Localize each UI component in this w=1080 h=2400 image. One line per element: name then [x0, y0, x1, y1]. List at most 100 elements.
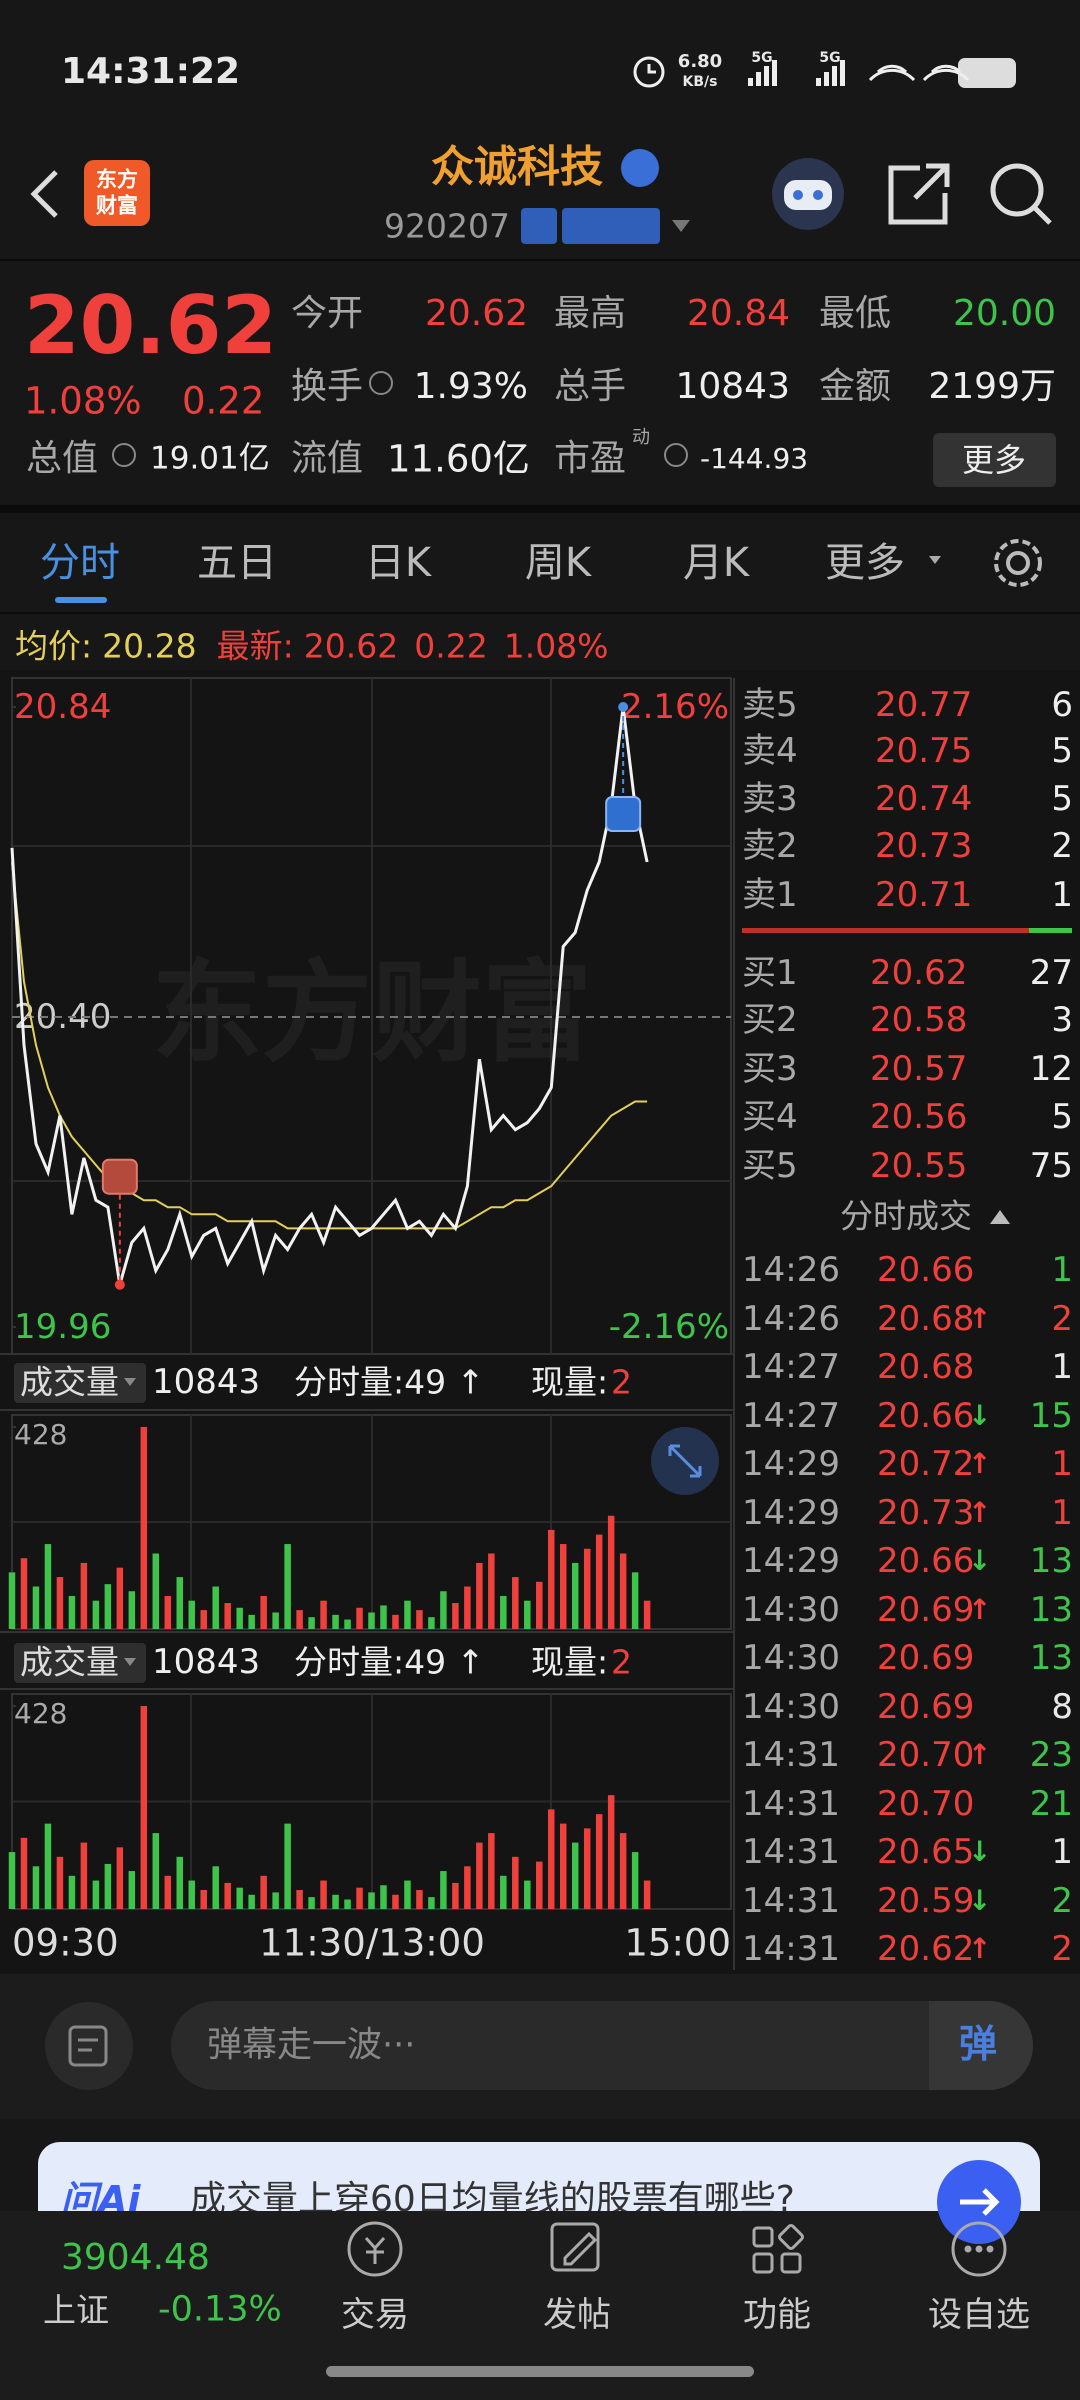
sell-marker: [605, 796, 642, 832]
volume-bar: [524, 1600, 531, 1629]
tab[interactable]: 月K: [682, 540, 750, 586]
trade-quantity: 13: [1029, 1541, 1073, 1581]
volume-bar: [80, 1562, 88, 1629]
volume-bar: [236, 1887, 243, 1909]
volume-selector[interactable]: 成交量: [20, 1642, 119, 1682]
volume-bar: [344, 1619, 351, 1629]
volume-bar: [356, 1607, 363, 1629]
nav-item[interactable]: 设自选: [928, 2295, 1030, 2335]
selector-caret: [124, 1378, 136, 1386]
trade-time: 14:31: [742, 1832, 840, 1872]
volume-bar: [308, 1617, 315, 1629]
volume-bar: [116, 1567, 124, 1629]
trade-time: 14:29: [742, 1444, 840, 1484]
more-dropdown[interactable]: [929, 556, 941, 564]
nav-item[interactable]: 发帖: [543, 2295, 611, 2335]
volume-selector[interactable]: 成交量: [20, 1362, 119, 1402]
comment-settings-icon[interactable]: [45, 2002, 133, 2090]
volume-bar: [104, 1863, 112, 1909]
volume-bar: [380, 1605, 387, 1629]
comment-input[interactable]: [171, 2001, 1033, 2090]
danmu-button[interactable]: 弹: [958, 2022, 998, 2066]
trade-time: 14:31: [742, 1880, 840, 1921]
tab[interactable]: 分时: [40, 540, 120, 586]
trade-price: 20.70: [877, 1735, 975, 1775]
volume-bar: [392, 1614, 399, 1629]
volume-bar: [464, 1586, 471, 1629]
robot-icon[interactable]: [772, 158, 844, 230]
trade-price: 20.72: [877, 1444, 975, 1484]
title-badge-bg: [621, 149, 659, 187]
code-dropdown[interactable]: [672, 220, 690, 232]
tab[interactable]: 周K: [524, 540, 592, 586]
nav-icons: [347, 2221, 1007, 2277]
volume-bar: [356, 1887, 363, 1909]
share-icon[interactable]: [888, 163, 950, 225]
book-price: 20.57: [870, 1049, 968, 1089]
back-button[interactable]: [30, 170, 58, 218]
volume-bar: [20, 1558, 28, 1629]
danmu-button-bg[interactable]: [929, 2001, 1033, 2090]
book-level: 买4: [742, 1097, 798, 1137]
volume-bar: [392, 1894, 399, 1909]
volume-bar: [224, 1882, 231, 1909]
index-name[interactable]: 上证: [43, 2290, 109, 2330]
volume-bar: [200, 1610, 207, 1629]
volume-bar: [56, 1856, 64, 1909]
book-quantity: 5: [1051, 731, 1073, 771]
volume-selector[interactable]: [14, 1363, 146, 1403]
book-level: 卖4: [742, 731, 798, 771]
volume-bar: [631, 1852, 639, 1909]
field-label: 流值: [291, 438, 364, 479]
volume-bar: [583, 1548, 591, 1629]
volume-bar: [200, 1890, 207, 1909]
tab[interactable]: 日K: [364, 540, 432, 586]
volume-bar: [44, 1544, 52, 1629]
nav-item[interactable]: 功能: [743, 2295, 811, 2335]
index-value[interactable]: 3904.48: [61, 2237, 210, 2278]
tab[interactable]: 五日: [197, 540, 277, 586]
index-change[interactable]: -0.13%: [158, 2289, 282, 2330]
volume-bar: [440, 1871, 447, 1909]
field-value: 20.62: [424, 293, 528, 334]
trade-time: 14:27: [742, 1395, 840, 1436]
more-button[interactable]: 更多: [961, 441, 1027, 479]
vertical-grid: [12, 678, 731, 1909]
trade-quantity: 15: [1029, 1395, 1073, 1436]
tab[interactable]: 更多: [825, 540, 905, 586]
last-price: 20.62: [24, 279, 278, 372]
trade-price: 20.70: [877, 1783, 975, 1824]
info-icon: [112, 443, 136, 467]
trades-title: 分时成交: [840, 1196, 972, 1236]
book-price: 20.75: [875, 731, 973, 771]
trade-price: 20.69: [877, 1686, 975, 1727]
nav-item[interactable]: 交易: [341, 2295, 409, 2335]
settings-icon[interactable]: [994, 539, 1042, 587]
price-line: [10, 706, 649, 1286]
minute-volume: 分时量:49 ↑: [294, 1362, 485, 1402]
comment-placeholder[interactable]: 弹幕走一波···: [207, 2025, 416, 2066]
trade-quantity: 2: [1051, 1929, 1073, 1969]
tag-bg: [562, 208, 660, 244]
volume-bar: [188, 1880, 195, 1909]
logo-text[interactable]: 财富: [96, 193, 138, 218]
more-button[interactable]: [933, 433, 1056, 487]
current-volume: 2: [611, 1362, 632, 1402]
trade-time: 14:30: [742, 1638, 840, 1678]
volume-bar: [619, 1553, 627, 1629]
search-icon[interactable]: [990, 163, 1052, 225]
trade-quantity: 1: [1051, 1492, 1073, 1533]
logo-text[interactable]: 东方: [96, 167, 138, 192]
volume-bar: [524, 1880, 531, 1909]
volume-bar: [8, 1572, 16, 1629]
expand-icon[interactable]: [651, 1427, 719, 1495]
volume-bar: [296, 1890, 303, 1909]
volume-selector[interactable]: [14, 1643, 146, 1683]
volume-bar: [643, 1880, 651, 1909]
volume-bar: [559, 1823, 567, 1909]
selector-caret: [124, 1658, 136, 1666]
info-icon: [664, 443, 688, 467]
logo[interactable]: [84, 160, 150, 226]
trade-time: 14:27: [742, 1347, 840, 1387]
